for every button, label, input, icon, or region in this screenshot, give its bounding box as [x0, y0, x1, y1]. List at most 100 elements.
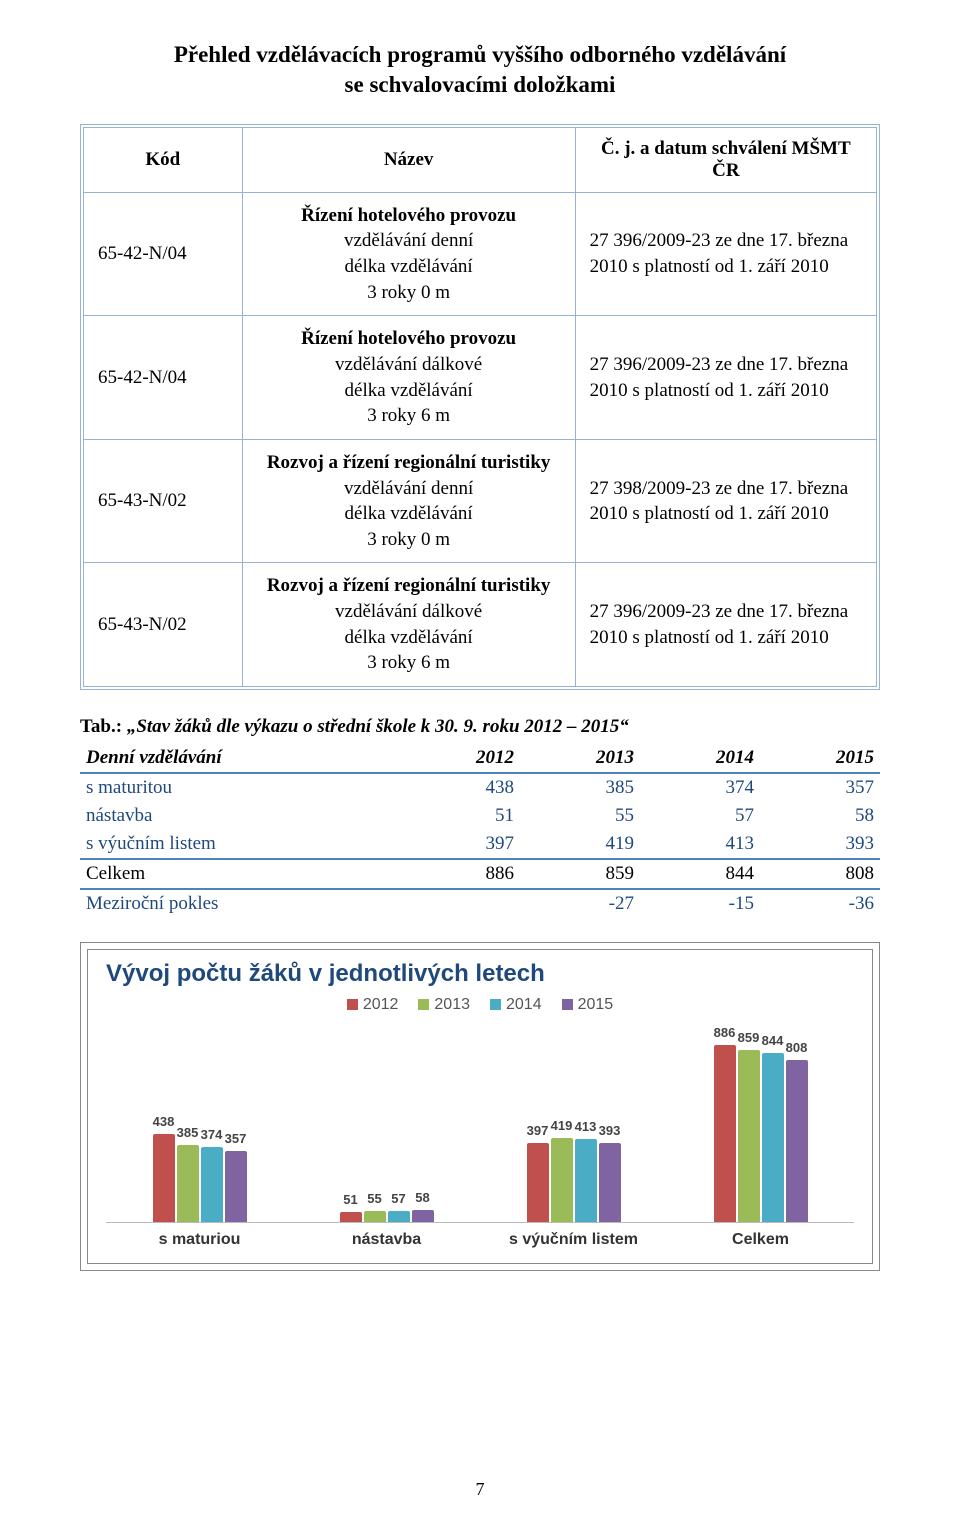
bar-group: 397419413393: [480, 1138, 667, 1222]
chart-outer-box: Vývoj počtu žáků v jednotlivých letech 2…: [80, 942, 880, 1271]
t2-row-label: Celkem: [80, 859, 400, 889]
table-row-code: 65-43-N/02: [84, 439, 243, 563]
t2-header: 2015: [760, 744, 880, 773]
bar-value: 808: [786, 1040, 808, 1055]
bar: 413: [575, 1139, 597, 1222]
bar-value: 413: [575, 1119, 597, 1134]
t2-cell: 393: [760, 830, 880, 859]
bar-value: 58: [415, 1190, 429, 1205]
bar-value: 357: [225, 1131, 247, 1146]
page-title: Přehled vzdělávacích programů vyššího od…: [80, 40, 880, 100]
t2-row-label: Meziroční pokles: [80, 889, 400, 918]
t2-cell: 808: [760, 859, 880, 889]
students-table: Denní vzdělávání2012201320142015 s matur…: [80, 744, 880, 918]
x-label: Celkem: [667, 1231, 854, 1249]
caption-rest: „Stav žáků dle výkazu o střední škole k …: [122, 716, 629, 737]
x-label: s výučním listem: [480, 1231, 667, 1249]
title-line-1: Přehled vzdělávacích programů vyššího od…: [174, 42, 786, 67]
table-row-code: 65-42-N/04: [84, 316, 243, 440]
bar-value: 844: [762, 1033, 784, 1048]
table-row-name: Řízení hotelového provozuvzdělávání denn…: [242, 192, 575, 316]
chart-plot: 4383853743575155575839741941339388685984…: [106, 1032, 854, 1223]
bar-value: 859: [738, 1030, 760, 1045]
t2-cell: 844: [640, 859, 760, 889]
programs-table: Kód Název Č. j. a datum schválení MŠMT Č…: [83, 127, 877, 687]
t2-cell: 57: [640, 802, 760, 830]
bar-value: 51: [343, 1192, 357, 1207]
bar: 808: [786, 1060, 808, 1222]
bar: 51: [340, 1212, 362, 1222]
t2-cell: 374: [640, 773, 760, 802]
bar: 58: [412, 1210, 434, 1222]
t2-cell: 55: [520, 802, 640, 830]
bar: 55: [364, 1211, 386, 1222]
bar: 357: [225, 1151, 247, 1222]
bar: 57: [388, 1211, 410, 1222]
bar: 397: [527, 1143, 549, 1222]
chart-title: Vývoj počtu žáků v jednotlivých letech: [106, 960, 854, 988]
table-row-approval: 27 398/2009-23 ze dne 17. března 2010 s …: [575, 439, 876, 563]
legend-item: 2015: [562, 996, 614, 1013]
t2-row-label: s výučním listem: [80, 830, 400, 859]
t2-cell: 886: [400, 859, 520, 889]
table-row-approval: 27 396/2009-23 ze dne 17. března 2010 s …: [575, 563, 876, 687]
table-row-name: Řízení hotelového provozuvzdělávání dálk…: [242, 316, 575, 440]
col-name: Název: [242, 127, 575, 192]
bar: 393: [599, 1143, 621, 1222]
chart-inner: Vývoj počtu žáků v jednotlivých letech 2…: [87, 949, 873, 1264]
bar-group: 886859844808: [667, 1045, 854, 1222]
t2-row-label: s maturitou: [80, 773, 400, 802]
bar-value: 57: [391, 1191, 405, 1206]
t2-row-label: nástavba: [80, 802, 400, 830]
bar: 844: [762, 1053, 784, 1222]
bar-value: 55: [367, 1191, 381, 1206]
t2-header: 2014: [640, 744, 760, 773]
table-row-approval: 27 396/2009-23 ze dne 17. března 2010 s …: [575, 316, 876, 440]
programs-table-wrap: Kód Název Č. j. a datum schválení MŠMT Č…: [80, 124, 880, 690]
chart-x-labels: s maturiounástavbas výučním listemCelkem: [106, 1231, 854, 1249]
x-label: nástavba: [293, 1231, 480, 1249]
t2-header: 2013: [520, 744, 640, 773]
bar-value: 886: [714, 1025, 736, 1040]
bar: 859: [738, 1050, 760, 1222]
bar-group: 51555758: [293, 1210, 480, 1222]
bar: 438: [153, 1134, 175, 1222]
bar: 385: [177, 1145, 199, 1222]
legend-item: 2013: [418, 996, 470, 1013]
t2-cell: 419: [520, 830, 640, 859]
col-appr: Č. j. a datum schválení MŠMT ČR: [575, 127, 876, 192]
x-label: s maturiou: [106, 1231, 293, 1249]
bar-value: 385: [177, 1125, 199, 1140]
t2-cell: 397: [400, 830, 520, 859]
bar-value: 397: [527, 1123, 549, 1138]
t2-cell: 413: [640, 830, 760, 859]
table2-caption: Tab.: „Stav žáků dle výkazu o střední šk…: [80, 716, 880, 738]
table-row-code: 65-42-N/04: [84, 192, 243, 316]
t2-header: 2012: [400, 744, 520, 773]
bar-value: 419: [551, 1118, 573, 1133]
table-row-name: Rozvoj a řízení regionální turistikyvzdě…: [242, 439, 575, 563]
bar-group: 438385374357: [106, 1134, 293, 1222]
t2-cell: 438: [400, 773, 520, 802]
bar: 374: [201, 1147, 223, 1222]
legend-item: 2012: [347, 996, 399, 1013]
caption-lead: Tab.:: [80, 716, 122, 737]
title-line-2: se schvalovacími doložkami: [345, 72, 616, 97]
page-number: 7: [0, 1479, 960, 1500]
t2-cell: -15: [640, 889, 760, 918]
bar: 419: [551, 1138, 573, 1222]
table-row-approval: 27 396/2009-23 ze dne 17. března 2010 s …: [575, 192, 876, 316]
bar-value: 374: [201, 1127, 223, 1142]
t2-cell: 357: [760, 773, 880, 802]
legend-item: 2014: [490, 996, 542, 1013]
bar-value: 393: [599, 1123, 621, 1138]
t2-cell: -27: [520, 889, 640, 918]
t2-cell: 51: [400, 802, 520, 830]
table-row-name: Rozvoj a řízení regionální turistikyvzdě…: [242, 563, 575, 687]
t2-cell: 385: [520, 773, 640, 802]
t2-cell: -36: [760, 889, 880, 918]
t2-cell: 58: [760, 802, 880, 830]
t2-header: Denní vzdělávání: [80, 744, 400, 773]
col-code: Kód: [84, 127, 243, 192]
chart-legend: 2012 2013 2014 2015: [106, 996, 854, 1014]
